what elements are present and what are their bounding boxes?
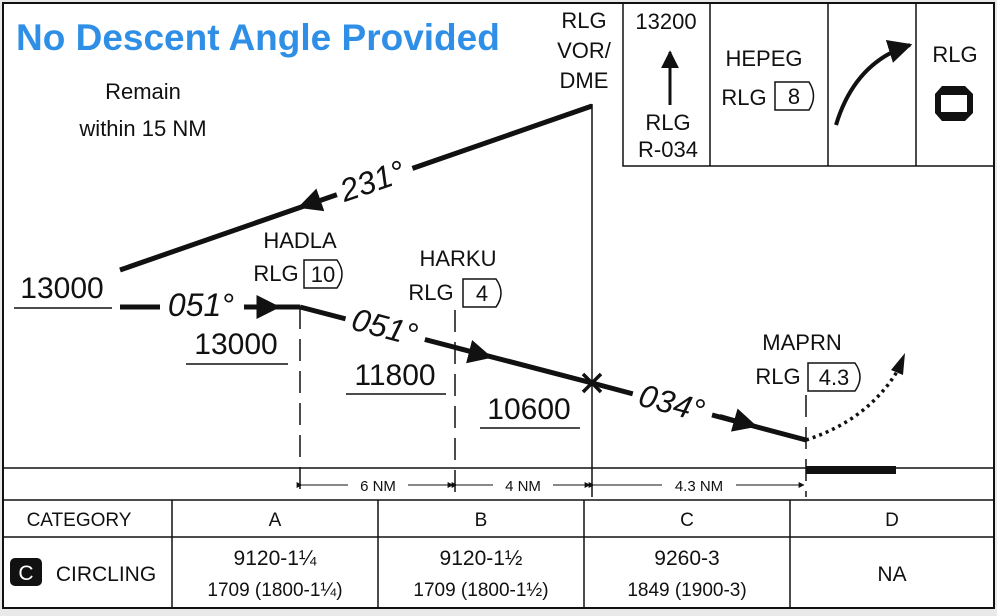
category-a: A xyxy=(269,510,282,531)
hadla-name: HADLA xyxy=(263,228,337,253)
initial-course: 051° xyxy=(168,287,234,323)
missed-radial: R-034 xyxy=(638,137,698,162)
segment-arrow-icon-2 xyxy=(719,408,758,432)
circling-badge-icon xyxy=(10,558,42,586)
category-header: CATEGORY xyxy=(27,510,132,531)
harku-facility: RLG xyxy=(408,280,453,305)
hadla-dme-box-icon xyxy=(303,259,343,289)
hadla-dme: 10 xyxy=(311,262,335,287)
hadla-altitude: 13000 xyxy=(194,328,277,361)
minimums-table xyxy=(3,499,994,608)
missed-approach-path-icon xyxy=(805,369,900,442)
no-descent-angle-banner: No Descent Angle Provided xyxy=(16,17,500,58)
min-d-main: NA xyxy=(877,563,906,586)
min-a-sub: 1709 (1800-1¼) xyxy=(207,580,342,601)
missed-navaid: RLG xyxy=(932,42,977,67)
hold-dme-box-icon xyxy=(774,81,815,111)
segment-arrow-icon-1 xyxy=(454,339,493,364)
hold-fix-name: HEPEG xyxy=(725,46,802,71)
hold-fix-facility: RLG xyxy=(721,85,766,110)
category-d: D xyxy=(885,510,899,531)
navaid-line2: VOR/ xyxy=(557,38,612,63)
dist-harku-vor: 4 NM xyxy=(505,478,541,495)
min-c-sub: 1849 (1900-3) xyxy=(627,580,746,601)
dist-vor-maprn: 4.3 NM xyxy=(675,478,723,495)
vor-dme-icon xyxy=(935,86,973,121)
missed-facility: RLG xyxy=(645,110,690,135)
harku-altitude: 11800 xyxy=(354,359,435,392)
hold-altitude: 13000 xyxy=(20,272,103,305)
maprn-dme: 4.3 xyxy=(819,365,850,390)
harku-dme: 4 xyxy=(476,281,488,306)
category-c: C xyxy=(680,510,694,531)
maprn-name: MAPRN xyxy=(762,330,841,355)
dist-hadla-harku: 6 NM xyxy=(360,478,396,495)
navaid-line1: RLG xyxy=(561,8,606,33)
min-b-sub: 1709 (1800-1½) xyxy=(413,580,548,601)
maprn-facility: RLG xyxy=(755,364,800,389)
min-b-main: 9120-1½ xyxy=(440,547,523,570)
missed-approach-icons xyxy=(622,3,994,167)
holding-track-arrow-icon xyxy=(297,188,325,212)
missed-climb-altitude: 13200 xyxy=(635,9,696,34)
missed-arrowhead-icon xyxy=(891,353,905,375)
category-b: B xyxy=(475,510,488,531)
min-a-main: 9120-1¼ xyxy=(234,547,317,570)
hadla-facility: RLG xyxy=(253,261,298,286)
hold-fix-dme: 8 xyxy=(788,84,800,109)
turn-arrow-icon xyxy=(834,39,913,126)
vor-waypoint-icon xyxy=(581,372,603,394)
hold-remain-line2: within 15 NM xyxy=(78,116,206,141)
maprn-dme-box-icon xyxy=(807,362,861,392)
min-c-main: 9260-3 xyxy=(654,547,719,570)
hold-remain-line1: Remain xyxy=(105,79,181,104)
harku-name: HARKU xyxy=(419,246,496,271)
navaid-line3: DME xyxy=(560,68,609,93)
circling-label: CIRCLING xyxy=(56,563,156,586)
circling-badge: C xyxy=(18,562,33,585)
vor-altitude: 10600 xyxy=(487,393,570,426)
harku-dme-box-icon xyxy=(462,278,502,308)
